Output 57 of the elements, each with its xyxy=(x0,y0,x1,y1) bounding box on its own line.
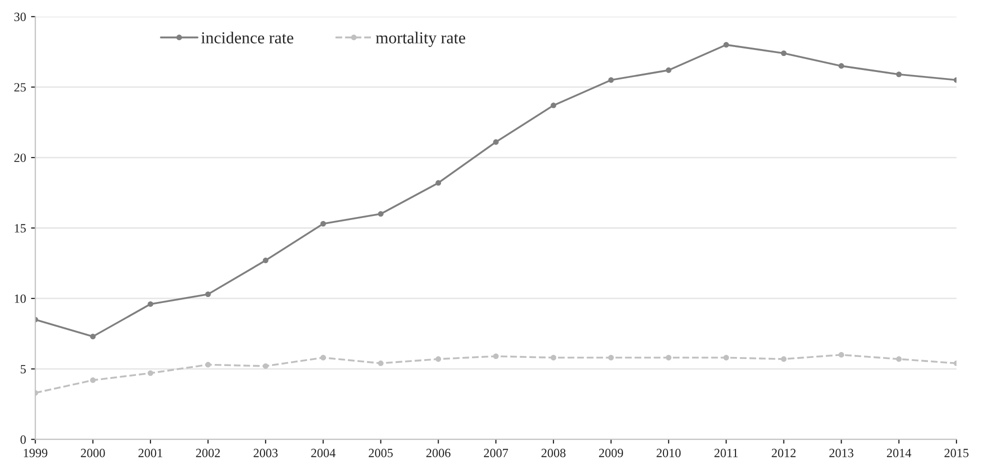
x-tick-label: 2010 xyxy=(656,448,681,458)
point xyxy=(896,356,902,362)
y-tick-label: 30 xyxy=(14,12,26,22)
x-tick-label: 2007 xyxy=(484,448,508,458)
x-tick-label: 1999 xyxy=(24,448,48,458)
point xyxy=(90,334,96,340)
y-tick-label: 15 xyxy=(14,224,26,232)
x-tick-label: 2013 xyxy=(829,448,854,458)
point xyxy=(838,352,844,358)
point xyxy=(205,291,211,298)
x-tick-label: 2005 xyxy=(368,448,393,458)
legend-label: incidence rate xyxy=(201,32,294,44)
point xyxy=(205,362,211,368)
point xyxy=(550,354,556,360)
x-tick-label: 2008 xyxy=(542,448,566,458)
point xyxy=(896,72,902,78)
x-tick-label: 2004 xyxy=(311,448,336,458)
y-tick-label: 10 xyxy=(14,294,26,303)
x-tick-label: 2003 xyxy=(254,448,278,458)
x-tick-label: 2001 xyxy=(138,448,162,458)
point xyxy=(838,63,844,69)
point xyxy=(780,50,787,56)
point xyxy=(436,356,442,362)
point xyxy=(378,211,384,217)
point xyxy=(378,360,384,366)
point xyxy=(320,220,326,227)
point xyxy=(320,354,326,360)
point xyxy=(550,102,556,108)
point xyxy=(262,258,268,264)
point xyxy=(90,377,96,383)
point xyxy=(262,363,268,369)
x-tick-label: 2006 xyxy=(426,448,450,458)
x-tick-label: 2015 xyxy=(944,448,968,458)
point xyxy=(723,42,729,48)
line-series xyxy=(35,352,956,396)
x-tick-label: 2011 xyxy=(714,448,738,458)
point xyxy=(666,354,672,360)
point xyxy=(148,370,154,376)
point xyxy=(608,77,614,83)
point xyxy=(723,354,729,360)
x-tick-label: 2012 xyxy=(772,448,796,458)
point xyxy=(608,354,614,360)
x-tick-label: 2000 xyxy=(80,448,105,458)
x-tick-label: 2009 xyxy=(599,448,624,458)
x-tick-label: 2014 xyxy=(886,448,912,458)
y-tick-label: 20 xyxy=(14,154,26,162)
point xyxy=(148,301,154,307)
y-tick-label: 25 xyxy=(14,83,26,92)
point xyxy=(493,139,499,145)
legend-label: mortality rate xyxy=(376,32,466,47)
y-tick-label: 0 xyxy=(20,435,26,444)
point xyxy=(436,180,442,186)
point xyxy=(493,353,499,360)
point xyxy=(780,356,787,362)
x-tick-label: 2002 xyxy=(196,448,220,458)
y-tick-label: 5 xyxy=(20,365,26,374)
point xyxy=(666,67,672,73)
